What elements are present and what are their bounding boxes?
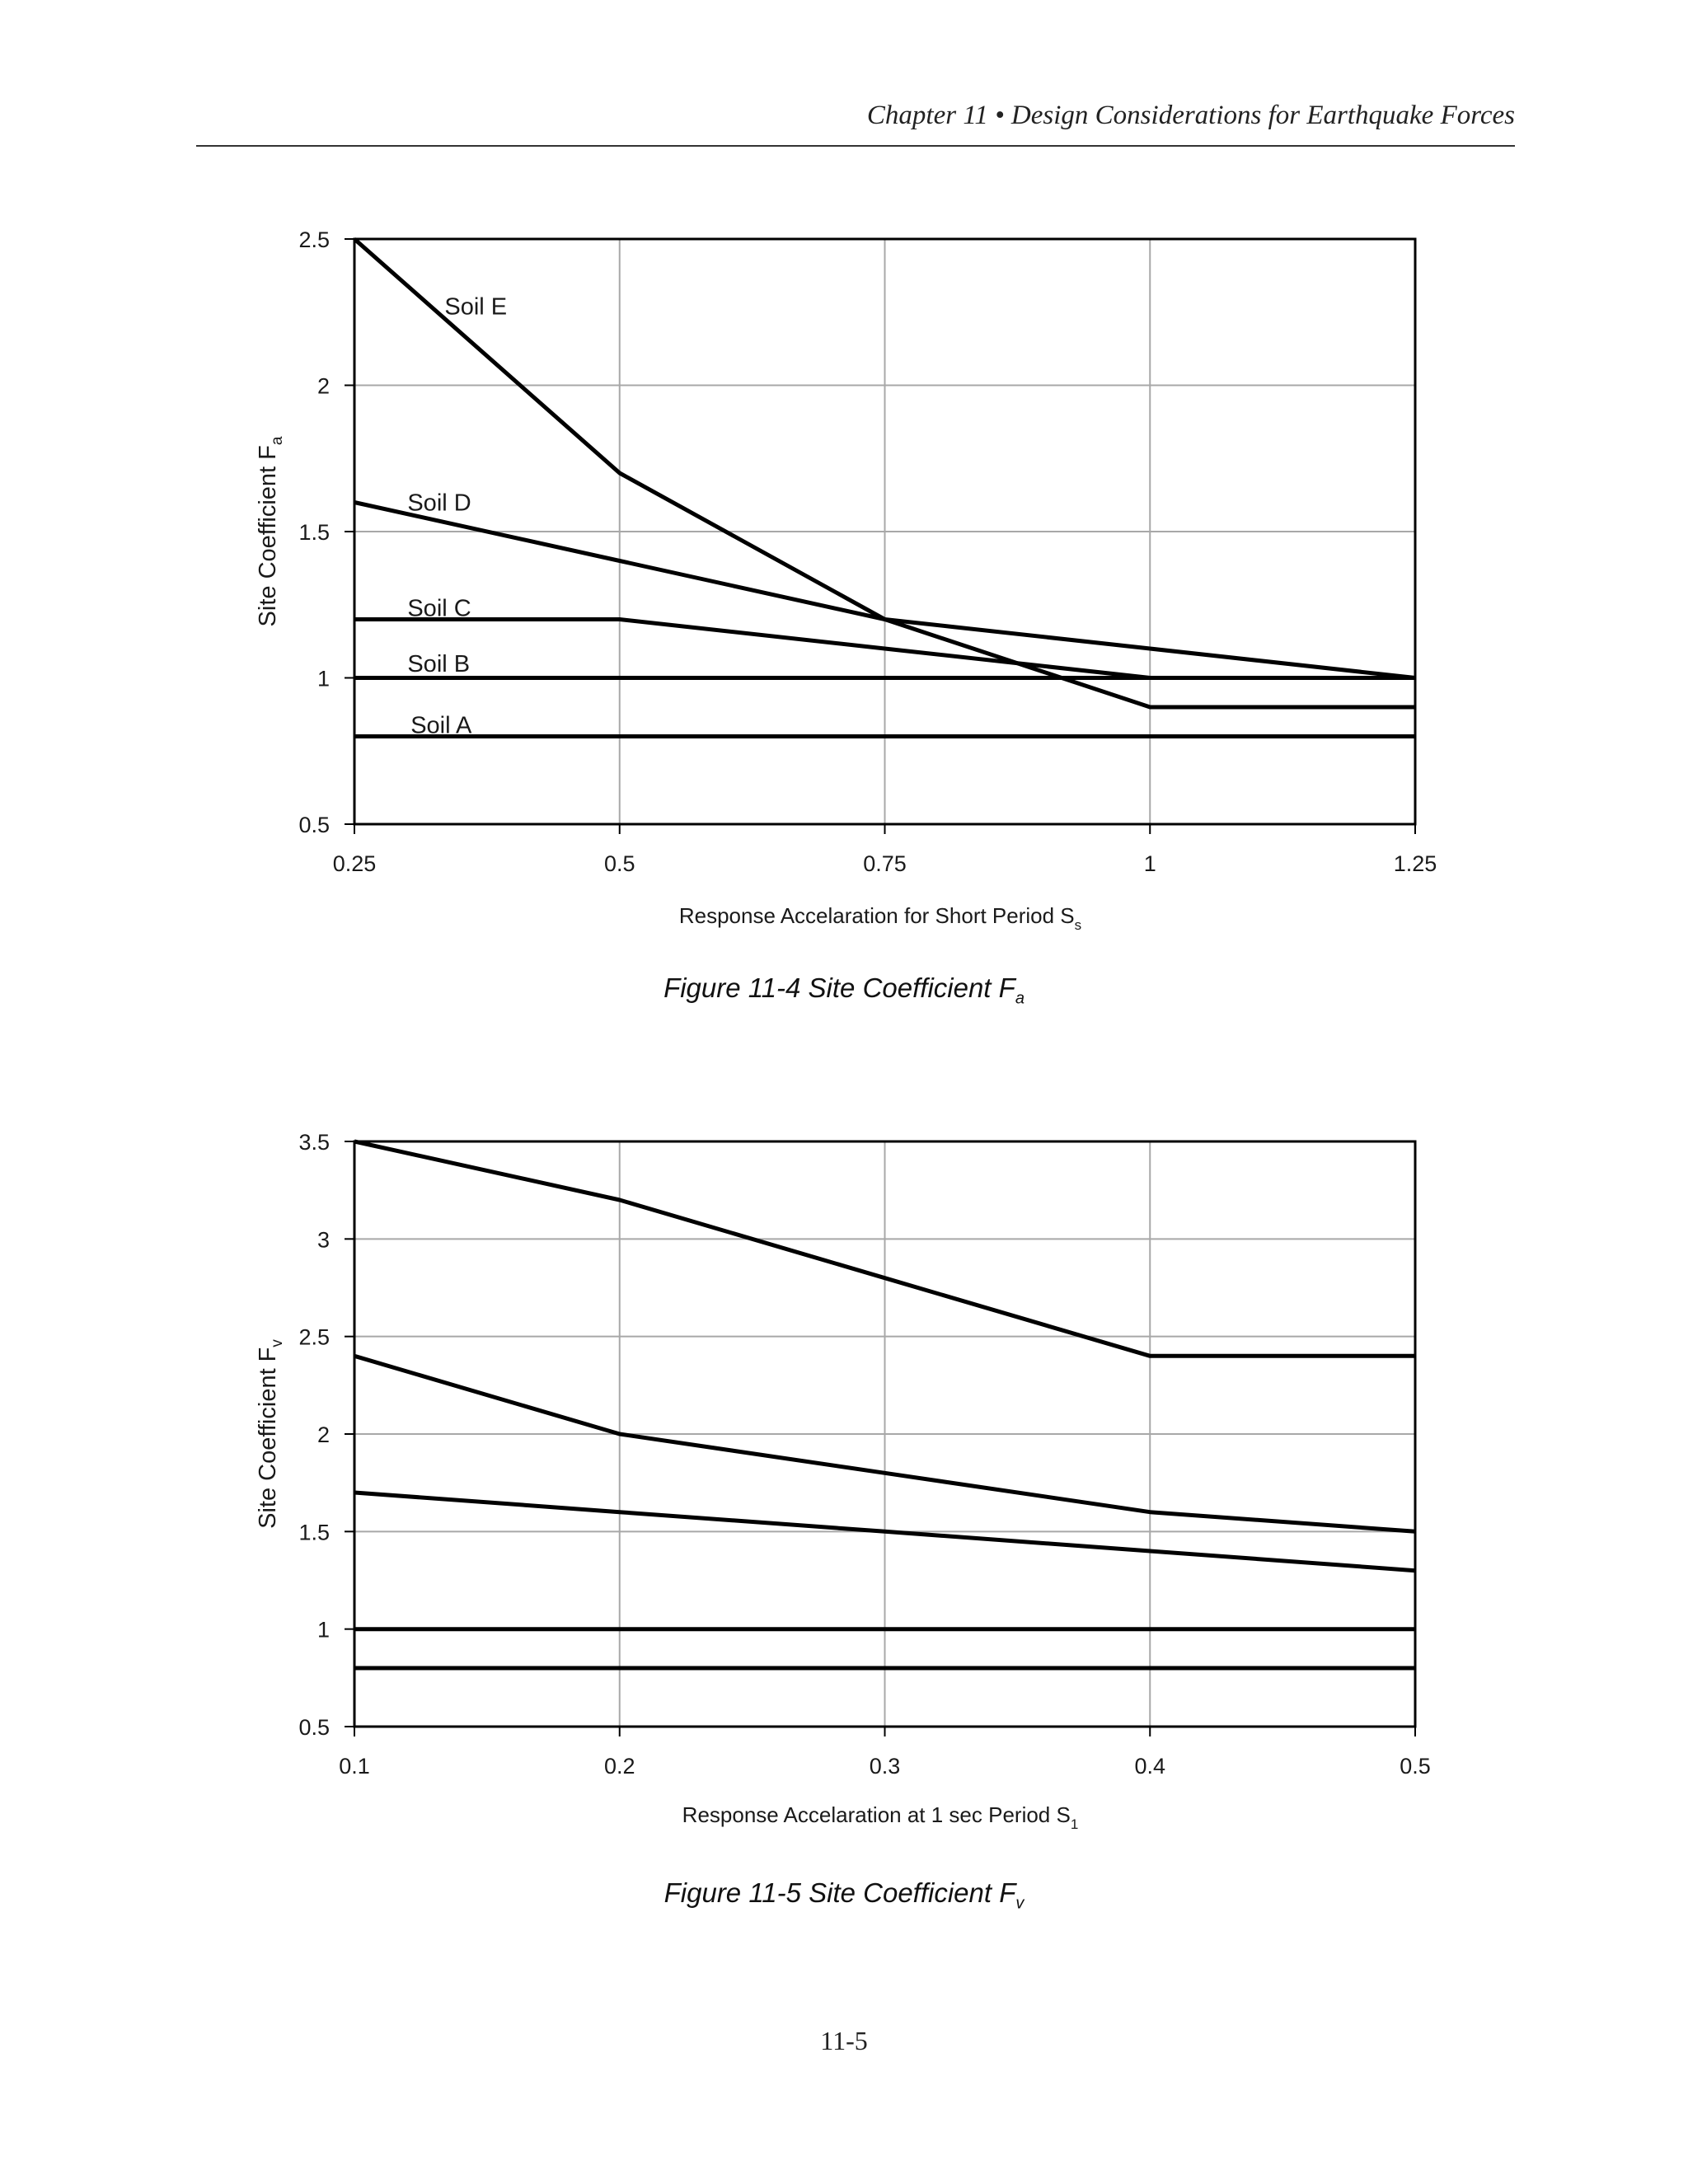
- x-tick-label: 0.1: [339, 1754, 370, 1779]
- figure-caption-11-5: Figure 11-5 Site Coefficient Fv: [663, 1877, 1025, 1913]
- y-tick-label: 1.5: [298, 1520, 330, 1544]
- figure-caption-11-4: Figure 11-4 Site Coefficient Fa: [663, 972, 1025, 1008]
- y-tick-label: 0.5: [298, 813, 330, 837]
- tick-marks: [345, 1141, 1416, 1736]
- x-tick-label: 1.25: [1394, 851, 1437, 876]
- y-tick-label: 1.5: [298, 520, 330, 545]
- tick-marks: [345, 238, 1416, 834]
- y-tick-label: 2: [317, 374, 330, 399]
- x-tick-label: 1: [1144, 851, 1156, 876]
- tick-labels: 0.1 0.2 0.3 0.4 0.5 0.5 1 1.5 2 2.5 3 3.5: [298, 1130, 1430, 1779]
- series-line-soil-e: [354, 1139, 1415, 1358]
- y-tick-label: 3: [317, 1227, 330, 1252]
- series-lines: [353, 237, 1416, 738]
- chart-site-coefficient-fv: 0.1 0.2 0.3 0.4 0.5 0.5 1 1.5 2 2.5 3 3.5 Site Coef…: [255, 1130, 1431, 1832]
- x-axis-label: Response Accelaration for Short Period S…: [679, 903, 1081, 933]
- y-axis-label: Site Coefficient Fv: [255, 1339, 286, 1529]
- series-label-soil-b: Soil B: [407, 651, 470, 677]
- y-tick-label: 0.5: [298, 1715, 330, 1740]
- running-head: Chapter 11 • Design Considerations for E…: [866, 101, 1515, 130]
- series-label-soil-d: Soil D: [407, 490, 471, 517]
- x-tick-label: 0.5: [1400, 1754, 1431, 1779]
- series-label-soil-c: Soil C: [407, 595, 471, 621]
- series-lines: [354, 1139, 1416, 1671]
- series-label-soil-e: Soil E: [444, 294, 507, 321]
- x-tick-label: 0.3: [870, 1754, 901, 1779]
- x-tick-label: 0.25: [333, 851, 377, 876]
- series-line-soil-c: [354, 1490, 1416, 1573]
- gridlines: [354, 1141, 1415, 1727]
- header-rule: [196, 145, 1515, 147]
- x-tick-label: 0.4: [1134, 1754, 1165, 1779]
- x-tick-label: 0.5: [604, 851, 635, 876]
- series-label-soil-a: Soil A: [410, 712, 472, 738]
- series-line-soil-d: [354, 1353, 1416, 1534]
- tick-labels: 0.25 0.5 0.75 1 1.250.511.522.5: [298, 227, 1437, 876]
- y-tick-label: 1: [317, 1618, 330, 1643]
- y-tick-label: 2.5: [298, 227, 330, 252]
- y-tick-label: 1: [317, 667, 330, 691]
- y-tick-label: 2.5: [298, 1325, 330, 1350]
- series-line-soil-d: [354, 500, 1416, 680]
- x-tick-label: 0.75: [863, 851, 907, 876]
- y-tick-label: 2: [317, 1422, 330, 1447]
- y-axis-label: Site Coefficient Fa: [255, 436, 286, 626]
- x-axis-label: Response Accelaration at 1 sec Period S1: [682, 1802, 1079, 1832]
- page-number: 11-5: [820, 2026, 868, 2055]
- y-tick-label: 3.5: [298, 1130, 330, 1155]
- x-tick-label: 0.2: [604, 1754, 635, 1779]
- series-labels: Soil E Soil D Soil C Soil B Soil A: [407, 294, 507, 739]
